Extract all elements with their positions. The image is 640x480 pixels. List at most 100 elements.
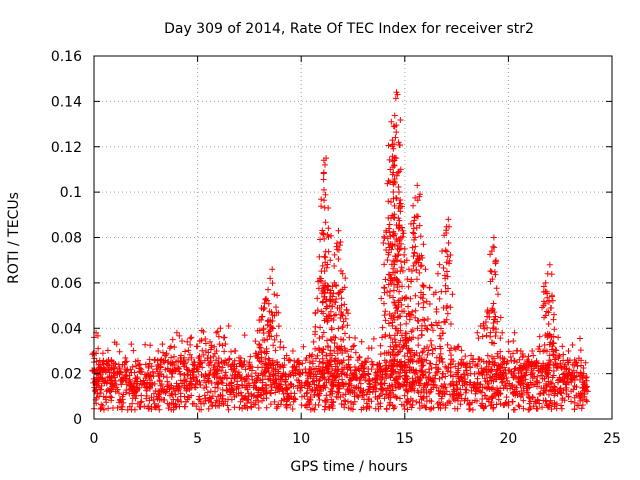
data-point-spread — [429, 350, 436, 357]
data-point-spread — [543, 308, 550, 315]
data-point-spread — [432, 345, 439, 352]
data-point-spread — [486, 359, 493, 366]
noise-point — [103, 394, 110, 401]
noise-point — [461, 371, 468, 378]
data-point-spread — [392, 95, 399, 102]
noise-point — [481, 392, 488, 399]
data-point-spread — [531, 381, 538, 388]
noise-point — [198, 406, 205, 413]
noise-point — [231, 357, 238, 364]
noise-point — [210, 353, 217, 360]
noise-point — [551, 392, 558, 399]
data-point — [410, 202, 417, 209]
noise-point — [383, 406, 390, 413]
data-point-spread — [334, 388, 341, 395]
data-point-spread — [389, 158, 396, 165]
data-point-spread — [177, 354, 184, 361]
data-point — [115, 361, 122, 368]
data-point — [231, 347, 238, 354]
data-point-spread — [436, 295, 443, 302]
data-point-spread — [110, 372, 117, 379]
data-point-spread — [347, 354, 354, 361]
noise-point — [282, 378, 289, 385]
noise-point — [496, 390, 503, 397]
noise-point — [493, 401, 500, 408]
data-point-spread — [220, 359, 227, 366]
data-point-spread — [258, 348, 265, 355]
data-point-spread — [437, 345, 444, 352]
data-point-spread — [449, 378, 456, 385]
noise-point — [578, 362, 585, 369]
noise-point — [228, 366, 235, 373]
data-point — [461, 361, 468, 368]
data-point-spread — [377, 342, 384, 349]
data-point — [394, 91, 401, 98]
data-point-spread — [266, 364, 273, 371]
data-point-spread — [320, 346, 327, 353]
noise-point — [116, 399, 123, 406]
data-point-spread — [400, 382, 407, 389]
noise-point — [147, 342, 154, 349]
noise-point — [251, 380, 258, 387]
data-point-spread — [339, 350, 346, 357]
noise-point — [565, 393, 572, 400]
noise-point — [202, 397, 209, 404]
data-point-spread — [489, 276, 496, 283]
noise-point — [216, 402, 223, 409]
data-point-spread — [237, 355, 244, 362]
data-point-spread — [208, 380, 215, 387]
noise-point — [316, 396, 323, 403]
noise-point — [178, 398, 185, 405]
noise-point — [184, 394, 191, 401]
data-point — [362, 359, 369, 366]
data-point-spread — [344, 322, 351, 329]
data-point-spread — [323, 303, 330, 310]
noise-point — [151, 400, 158, 407]
data-point-spread — [420, 299, 427, 306]
noise-point — [120, 399, 127, 406]
noise-point — [538, 384, 545, 391]
data-point-spread — [372, 382, 379, 389]
noise-point — [478, 389, 485, 396]
data-point-spread — [385, 385, 392, 392]
noise-point — [224, 402, 231, 409]
data-point-spread — [390, 294, 397, 301]
noise-point — [274, 403, 281, 410]
data-point-spread — [403, 381, 410, 388]
data-point-spread — [423, 325, 430, 332]
noise-point — [213, 397, 220, 404]
data-point-spread — [321, 197, 328, 204]
data-point-spread — [558, 364, 565, 371]
data-point-spread — [228, 380, 235, 387]
noise-point — [582, 359, 589, 366]
data-point-spread — [397, 258, 404, 265]
data-point-spread — [555, 379, 562, 386]
noise-point — [561, 397, 568, 404]
noise-point — [408, 404, 415, 411]
data-point-spread — [487, 333, 494, 340]
data-point-spread — [332, 299, 339, 306]
data-point — [95, 345, 102, 352]
data-point — [449, 291, 456, 298]
data-point-spread — [560, 351, 567, 358]
data-point-spread — [502, 370, 509, 377]
data-point-spread — [304, 379, 311, 386]
noise-point — [536, 391, 543, 398]
noise-point — [440, 401, 447, 408]
data-point-spread — [384, 180, 391, 187]
data-point-spread — [378, 295, 385, 302]
noise-point — [494, 366, 501, 373]
noise-point — [385, 392, 392, 399]
data-point-spread — [519, 350, 526, 357]
noise-point — [237, 389, 244, 396]
noise-point — [365, 345, 372, 352]
data-point-spread — [328, 337, 335, 344]
noise-point — [516, 403, 523, 410]
data-point-spread — [560, 357, 567, 364]
noise-point — [361, 396, 368, 403]
noise-point — [202, 340, 209, 347]
data-point-spread — [403, 364, 410, 371]
data-point-spread — [315, 285, 322, 292]
data-point-spread — [396, 237, 403, 244]
data-point-spread — [405, 345, 412, 352]
